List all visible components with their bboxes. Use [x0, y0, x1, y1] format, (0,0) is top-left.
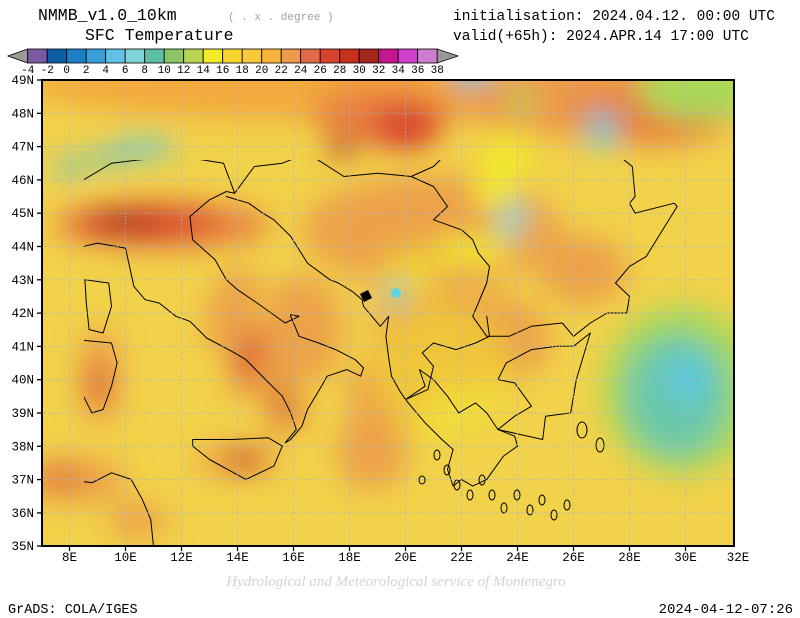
svg-text:10: 10	[158, 65, 171, 77]
svg-text:47N: 47N	[11, 141, 34, 155]
svg-text:22E: 22E	[450, 551, 473, 565]
svg-text:43N: 43N	[11, 274, 34, 288]
svg-text:28: 28	[333, 65, 346, 77]
svg-text:SFC Temperature: SFC Temperature	[85, 26, 234, 45]
svg-text:45N: 45N	[11, 207, 34, 221]
svg-text:38: 38	[431, 65, 444, 77]
svg-text:22: 22	[275, 65, 288, 77]
svg-text:46N: 46N	[11, 174, 34, 188]
svg-text:2: 2	[83, 65, 90, 77]
svg-text:32E: 32E	[727, 551, 750, 565]
svg-text:2024-04-12-07:26: 2024-04-12-07:26	[659, 602, 793, 618]
svg-text:30: 30	[353, 65, 366, 77]
svg-text:38N: 38N	[11, 440, 34, 454]
svg-text:35N: 35N	[11, 540, 34, 554]
svg-text:34: 34	[392, 65, 406, 77]
svg-text:12: 12	[177, 65, 190, 77]
svg-text:8: 8	[141, 65, 148, 77]
svg-text:NMMB_v1.0_10km: NMMB_v1.0_10km	[38, 6, 177, 25]
svg-text:14E: 14E	[226, 551, 249, 565]
svg-text:16E: 16E	[282, 551, 305, 565]
svg-text:20E: 20E	[394, 551, 417, 565]
svg-text:6: 6	[122, 65, 129, 77]
svg-text:valid(+65h): 2024.APR.14 17:00: valid(+65h): 2024.APR.14 17:00 UTC	[453, 29, 749, 45]
svg-text:10E: 10E	[114, 551, 137, 565]
svg-text:30E: 30E	[674, 551, 697, 565]
svg-text:41N: 41N	[11, 340, 34, 354]
svg-text:24E: 24E	[506, 551, 529, 565]
svg-text:39N: 39N	[11, 407, 34, 421]
svg-text:18E: 18E	[338, 551, 361, 565]
svg-text:44N: 44N	[11, 241, 34, 255]
svg-text:0: 0	[63, 65, 70, 77]
svg-text:28E: 28E	[618, 551, 641, 565]
svg-text:initialisation: 2024.04.12. 00: initialisation: 2024.04.12. 00:00 UTC	[453, 9, 775, 25]
svg-text:32: 32	[372, 65, 385, 77]
svg-text:24: 24	[294, 65, 308, 77]
svg-text:-4: -4	[21, 65, 35, 77]
svg-text:42N: 42N	[11, 307, 34, 321]
svg-text:20: 20	[255, 65, 268, 77]
svg-text:8E: 8E	[62, 551, 77, 565]
svg-text:4: 4	[102, 65, 109, 77]
svg-text:( . x . degree ): ( . x . degree )	[228, 12, 334, 24]
svg-text:36N: 36N	[11, 507, 34, 521]
svg-text:Hydrological and Meteorologica: Hydrological and Meteorological service …	[225, 574, 566, 590]
svg-text:14: 14	[197, 65, 211, 77]
svg-text:18: 18	[236, 65, 249, 77]
svg-text:-2: -2	[41, 65, 54, 77]
svg-text:40N: 40N	[11, 374, 34, 388]
svg-text:12E: 12E	[170, 551, 193, 565]
svg-text:16: 16	[216, 65, 229, 77]
svg-text:37N: 37N	[11, 474, 34, 488]
svg-text:GrADS: COLA/IGES: GrADS: COLA/IGES	[8, 603, 138, 618]
svg-text:26: 26	[314, 65, 327, 77]
svg-text:36: 36	[411, 65, 424, 77]
svg-text:26E: 26E	[562, 551, 585, 565]
svg-text:48N: 48N	[11, 107, 34, 121]
